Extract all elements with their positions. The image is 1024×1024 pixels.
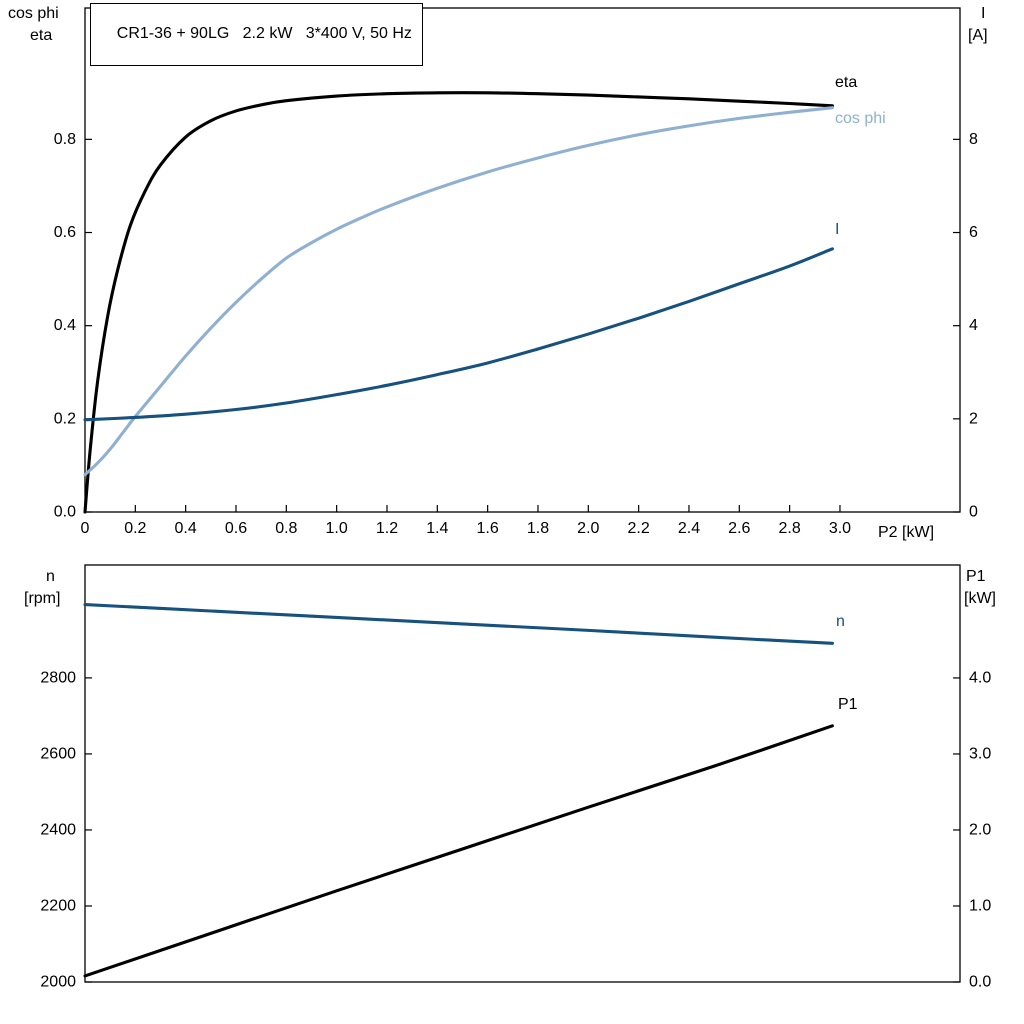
x-axis-label-p2: P2 [kW] [878, 524, 935, 541]
svg-text:0.6: 0.6 [54, 224, 76, 241]
bottom-left-axis-label-n: n [46, 568, 55, 585]
svg-text:1.4: 1.4 [426, 520, 448, 537]
svg-text:0.4: 0.4 [175, 520, 197, 537]
curve-label-p1: P1 [838, 696, 858, 713]
svg-text:0.8: 0.8 [54, 131, 76, 148]
svg-text:1.2: 1.2 [376, 520, 398, 537]
svg-text:2000: 2000 [40, 974, 76, 991]
svg-text:2.0: 2.0 [969, 821, 991, 838]
top-left-axis-label-eta: eta [30, 27, 53, 44]
curve-label-current: I [835, 221, 840, 238]
svg-text:0: 0 [969, 504, 978, 521]
svg-text:0.0: 0.0 [54, 504, 76, 521]
svg-text:2600: 2600 [40, 745, 76, 762]
svg-text:1.8: 1.8 [527, 520, 549, 537]
svg-text:0: 0 [81, 520, 90, 537]
chart-title-box: CR1-36 + 90LG 2.2 kW 3*400 V, 50 Hz [90, 3, 423, 66]
svg-text:2: 2 [969, 410, 978, 427]
curve-label-n: n [836, 613, 845, 630]
bottom-right-axis-label-p1: P1 [966, 568, 986, 585]
svg-text:2.8: 2.8 [779, 520, 801, 537]
svg-text:3.0: 3.0 [829, 520, 851, 537]
bottom-right-axis-label-unit-kw: [kW] [964, 590, 996, 607]
svg-text:0.8: 0.8 [275, 520, 297, 537]
svg-text:0.0: 0.0 [969, 974, 991, 991]
svg-text:2.2: 2.2 [628, 520, 650, 537]
svg-text:2.0: 2.0 [577, 520, 599, 537]
svg-text:2.4: 2.4 [678, 520, 700, 537]
svg-text:0.6: 0.6 [225, 520, 247, 537]
top-right-axis-label-I: I [981, 5, 986, 22]
svg-text:2800: 2800 [40, 669, 76, 686]
svg-text:1.6: 1.6 [477, 520, 499, 537]
svg-text:6: 6 [969, 224, 978, 241]
svg-text:2.6: 2.6 [728, 520, 750, 537]
svg-text:0.4: 0.4 [54, 317, 76, 334]
svg-text:8: 8 [969, 131, 978, 148]
chart-title: CR1-36 + 90LG 2.2 kW 3*400 V, 50 Hz [116, 25, 412, 42]
svg-text:2400: 2400 [40, 821, 76, 838]
curve-label-eta: eta [835, 74, 858, 91]
svg-text:1.0: 1.0 [969, 897, 991, 914]
svg-text:1.0: 1.0 [326, 520, 348, 537]
bottom-left-axis-label-unit-rpm: [rpm] [24, 590, 61, 607]
svg-text:3.0: 3.0 [969, 745, 991, 762]
top-right-axis-label-unit-A: [A] [968, 27, 988, 44]
svg-text:4.0: 4.0 [969, 669, 991, 686]
svg-text:2200: 2200 [40, 897, 76, 914]
curve-label-cos-phi: cos phi [835, 110, 886, 127]
top-left-axis-label-cosphi: cos phi [8, 5, 59, 22]
svg-text:0.2: 0.2 [124, 520, 146, 537]
svg-text:4: 4 [969, 317, 978, 334]
svg-text:0.2: 0.2 [54, 410, 76, 427]
